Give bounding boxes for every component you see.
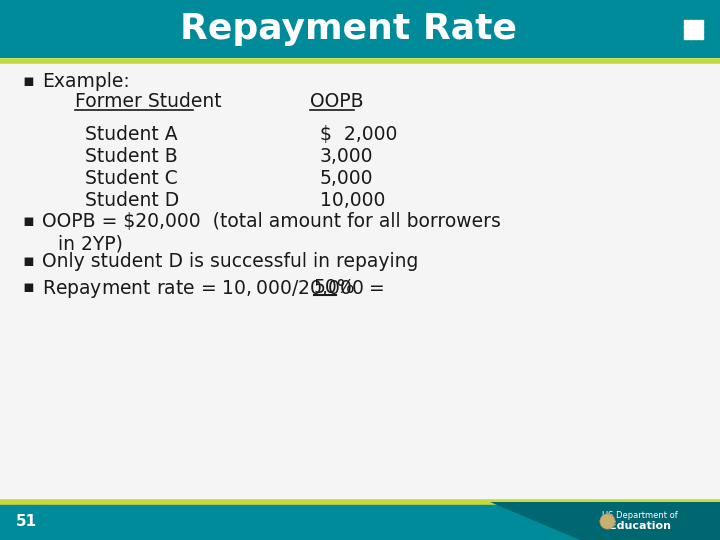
Text: ▪: ▪	[22, 278, 34, 296]
Text: Student D: Student D	[85, 191, 179, 210]
Text: ▪: ▪	[22, 72, 34, 90]
Text: 5,000: 5,000	[320, 169, 374, 188]
Text: in 2YP): in 2YP)	[58, 234, 123, 253]
Text: 3,000: 3,000	[320, 147, 374, 166]
Bar	[0, 502, 720, 540]
Text: Former Student: Former Student	[75, 92, 222, 111]
Text: ▪: ▪	[22, 212, 34, 230]
Text: OOPB = $20,000  (total amount for all borrowers: OOPB = $20,000 (total amount for all bor…	[42, 212, 501, 231]
Text: US Department of: US Department of	[602, 511, 678, 521]
Text: Student C: Student C	[85, 169, 178, 188]
Bar	[0, 0, 720, 58]
Text: OOPB: OOPB	[310, 92, 364, 111]
Text: $  2,000: $ 2,000	[320, 125, 397, 144]
Polygon shape	[490, 502, 720, 540]
Text: ▪: ▪	[22, 252, 34, 270]
Text: Repayment Rate: Repayment Rate	[179, 12, 516, 46]
Text: Student B: Student B	[85, 147, 178, 166]
Text: Only student D is successful in repaying: Only student D is successful in repaying	[42, 252, 418, 271]
Text: Student A: Student A	[85, 125, 178, 144]
Text: Repayment rate = $10,000 / $20,000 =: Repayment rate = $10,000 / $20,000 =	[42, 278, 387, 300]
Text: 10,000: 10,000	[320, 191, 385, 210]
Text: Example:: Example:	[42, 72, 130, 91]
Text: 50%: 50%	[314, 278, 356, 297]
Text: Education: Education	[609, 521, 671, 531]
Text: 51: 51	[16, 514, 37, 529]
